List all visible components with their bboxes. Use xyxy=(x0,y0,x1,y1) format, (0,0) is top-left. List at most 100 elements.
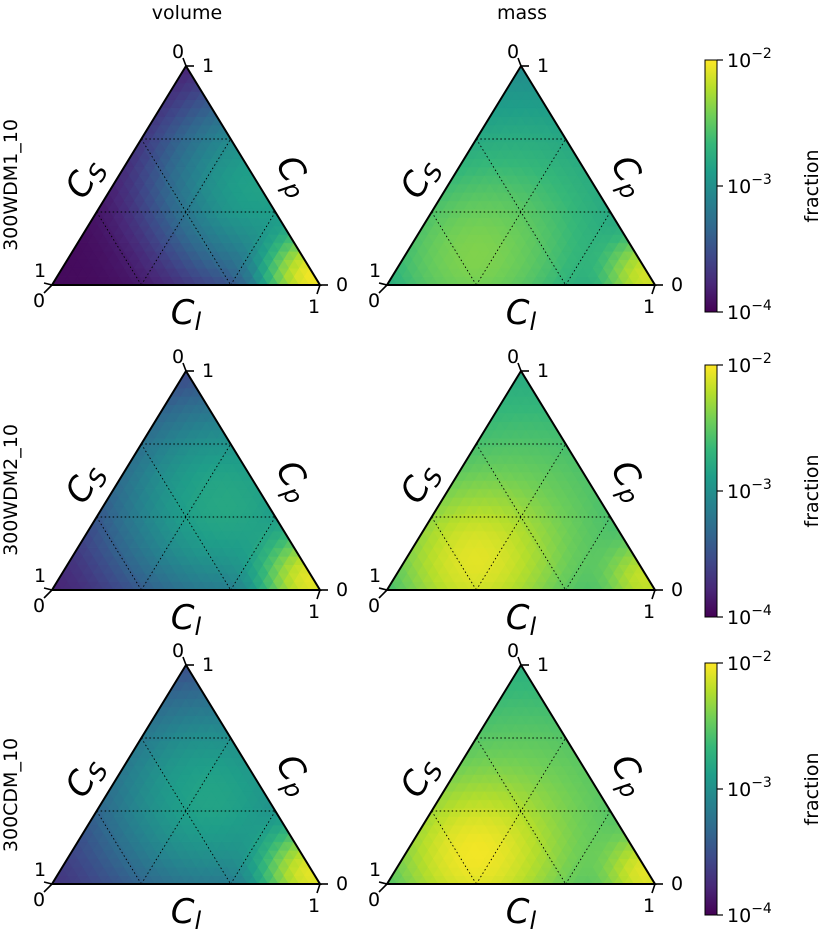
tick-label-left-1: 1 xyxy=(34,565,46,587)
tick-label-apex-0: 0 xyxy=(507,346,519,368)
colorbar-tick-label: 10−4 xyxy=(727,901,772,927)
tick-label-right-1: 1 xyxy=(308,296,320,318)
colorbar-300WDM2_10: 10−2 10−3 10−4 fraction xyxy=(704,351,823,629)
tick-label-left-1: 1 xyxy=(34,859,46,881)
colorbar-gradient xyxy=(704,364,718,618)
tick-label-right-1: 1 xyxy=(308,895,320,917)
tick-label-apex-1: 1 xyxy=(202,654,214,676)
tick-mark xyxy=(378,589,388,599)
tick-label-left-0: 0 xyxy=(33,889,45,911)
axis-label-cl: Cl xyxy=(171,293,202,336)
tick-mark xyxy=(316,284,321,295)
tick-label-apex-1: 1 xyxy=(537,654,549,676)
tick-mark xyxy=(43,587,53,591)
colorbar-300WDM1_10: 10−2 10−3 10−4 fraction xyxy=(704,46,823,324)
tick-mark xyxy=(651,284,656,295)
tick-label-left-0: 0 xyxy=(33,595,45,617)
axis-label-cp: Cp xyxy=(265,149,322,204)
colorbar-tick-label: 10−2 xyxy=(727,351,772,377)
tick-label-apex-0: 0 xyxy=(172,640,184,662)
column-title-mass: mass xyxy=(497,2,547,24)
tick-label-right-0: 0 xyxy=(671,579,683,601)
colorbar-tick-label: 10−2 xyxy=(727,649,772,675)
colorbar-tick-label: 10−3 xyxy=(727,172,772,198)
axis-label-cp: Cp xyxy=(600,748,657,803)
tick-label-left-0: 0 xyxy=(368,889,380,911)
colorbar-gradient xyxy=(704,59,718,313)
tick-mark xyxy=(378,587,388,591)
colorbar-300CDM_10: 10−2 10−3 10−4 fraction xyxy=(704,649,823,927)
tick-label-left-1: 1 xyxy=(369,260,381,282)
tick-mark xyxy=(378,282,388,286)
tick-mark xyxy=(43,883,53,893)
tick-mark xyxy=(316,883,321,894)
colorbar-tick-label: 10−4 xyxy=(727,298,772,324)
colorbar-label: fraction xyxy=(801,150,823,223)
gridline xyxy=(140,138,232,286)
axis-label-cl: Cl xyxy=(171,598,202,641)
ternary-outline xyxy=(50,64,322,286)
gridline xyxy=(140,138,232,286)
tick-mark xyxy=(43,881,53,885)
tick-label-right-0: 0 xyxy=(336,579,348,601)
gridline xyxy=(475,138,567,286)
axis-label-cl: Cl xyxy=(171,892,202,933)
axis-label-cp: Cp xyxy=(600,454,657,509)
ternary-outline xyxy=(385,64,657,286)
tick-mark xyxy=(651,589,656,600)
colorbar-label: fraction xyxy=(801,455,823,528)
axis-label-cp: Cp xyxy=(265,748,322,803)
tick-label-apex-1: 1 xyxy=(537,55,549,77)
tick-label-right-0: 0 xyxy=(336,274,348,296)
tick-mark xyxy=(182,57,187,67)
tick-label-right-1: 1 xyxy=(643,895,655,917)
tick-label-apex-0: 0 xyxy=(172,41,184,63)
ternary-gridlines xyxy=(96,138,276,286)
tick-label-left-0: 0 xyxy=(368,290,380,312)
tick-label-apex-0: 0 xyxy=(172,346,184,368)
tick-mark xyxy=(43,282,53,286)
heatmap-cells xyxy=(51,65,321,286)
colorbar-label: fraction xyxy=(801,753,823,826)
tick-mark xyxy=(43,284,53,294)
colorbar-tick-label: 10−2 xyxy=(727,46,772,72)
axis-label-cp: Cp xyxy=(600,149,657,204)
colorbars: 10−2 10−3 10−4 fraction 10−2 10−3 10−4 fraction… xyxy=(704,46,823,927)
tick-mark xyxy=(651,883,656,894)
tick-mark xyxy=(378,883,388,893)
axis-label-cl: Cl xyxy=(506,598,537,641)
tick-mark xyxy=(316,589,321,600)
tick-label-left-1: 1 xyxy=(369,565,381,587)
tick-mark xyxy=(378,881,388,885)
tick-mark xyxy=(378,284,388,294)
tick-label-apex-1: 1 xyxy=(202,360,214,382)
tick-label-apex-0: 0 xyxy=(507,41,519,63)
tick-label-right-0: 0 xyxy=(671,873,683,895)
colorbar-tick-label: 10−3 xyxy=(727,477,772,503)
row-label-300CDM_10: 300CDM_10 xyxy=(0,738,22,852)
axis-label-cp: Cp xyxy=(265,454,322,509)
tick-label-right-0: 0 xyxy=(671,274,683,296)
tick-mark xyxy=(43,589,53,599)
tick-label-right-1: 1 xyxy=(643,601,655,623)
tick-label-left-1: 1 xyxy=(369,859,381,881)
axis-label-cl: Cl xyxy=(506,892,537,933)
gridline xyxy=(475,138,567,286)
tick-label-right-1: 1 xyxy=(308,601,320,623)
tick-label-apex-0: 0 xyxy=(507,640,519,662)
tick-label-left-0: 0 xyxy=(368,595,380,617)
tick-label-apex-1: 1 xyxy=(202,55,214,77)
heatmap-cells xyxy=(386,65,656,286)
tick-label-left-0: 0 xyxy=(33,290,45,312)
axis-label-cl: Cl xyxy=(506,293,537,336)
tick-label-left-1: 1 xyxy=(34,260,46,282)
tick-mark xyxy=(517,57,522,67)
